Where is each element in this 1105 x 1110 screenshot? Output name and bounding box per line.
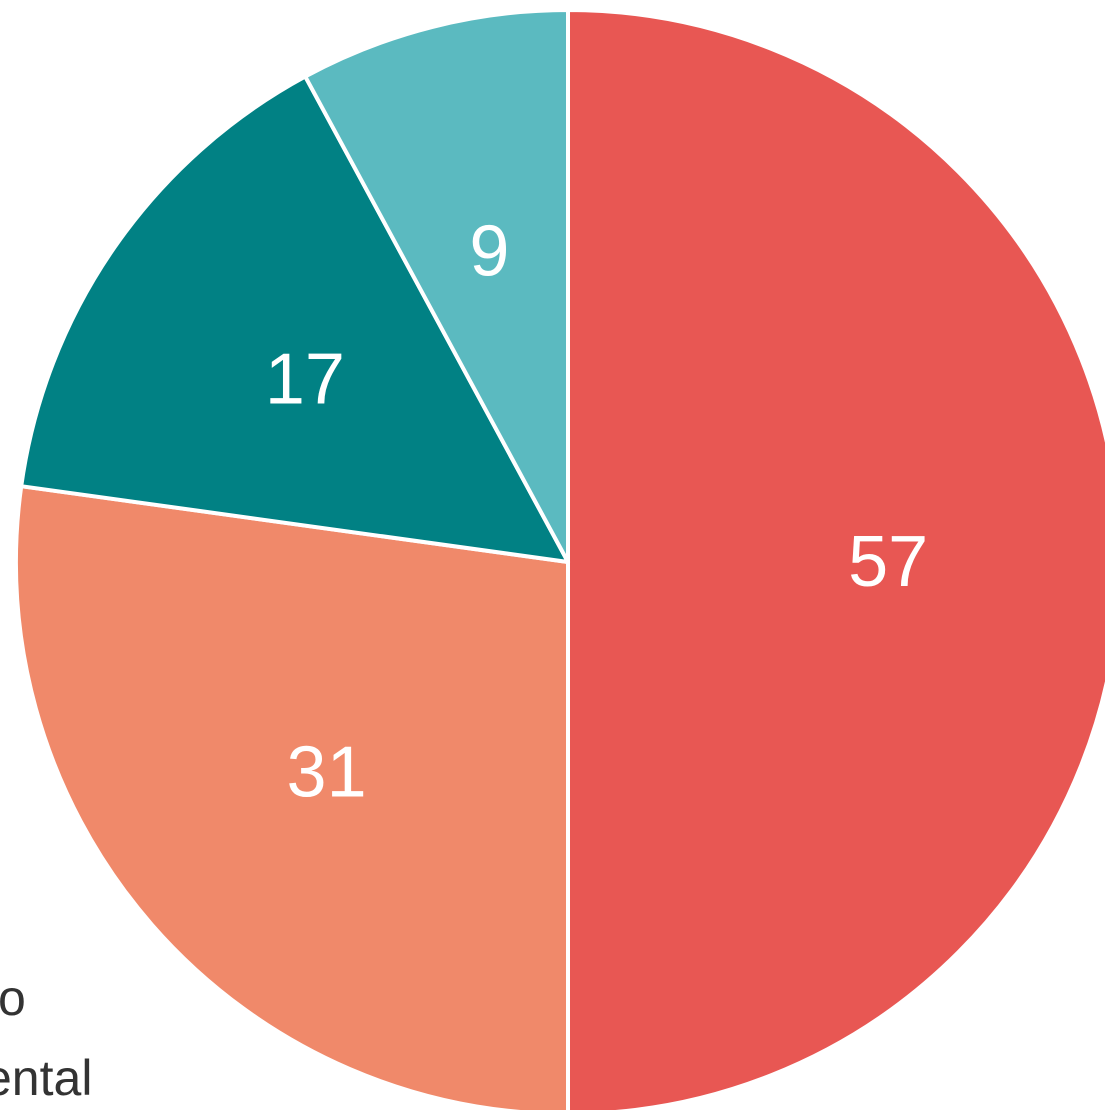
legend-entry-2: ental: [0, 1050, 92, 1106]
pie-slice-2: [13, 484, 570, 1110]
slices-layer: [13, 8, 1105, 1110]
pie-slice-3: [19, 74, 570, 564]
labels-layer: 57 31 17 9: [265, 212, 928, 813]
pie-slice-label-3: 17: [265, 340, 345, 420]
legend-entry-1: o: [0, 970, 26, 1026]
pie-slice-label-4: 9: [469, 212, 509, 292]
pie-slice-label-2: 31: [287, 732, 367, 812]
legend: o ental: [0, 970, 92, 1106]
pie-slice-label-1: 57: [848, 522, 928, 602]
pie-slice-1: [566, 8, 1105, 1110]
pie-slice-4: [303, 8, 570, 564]
